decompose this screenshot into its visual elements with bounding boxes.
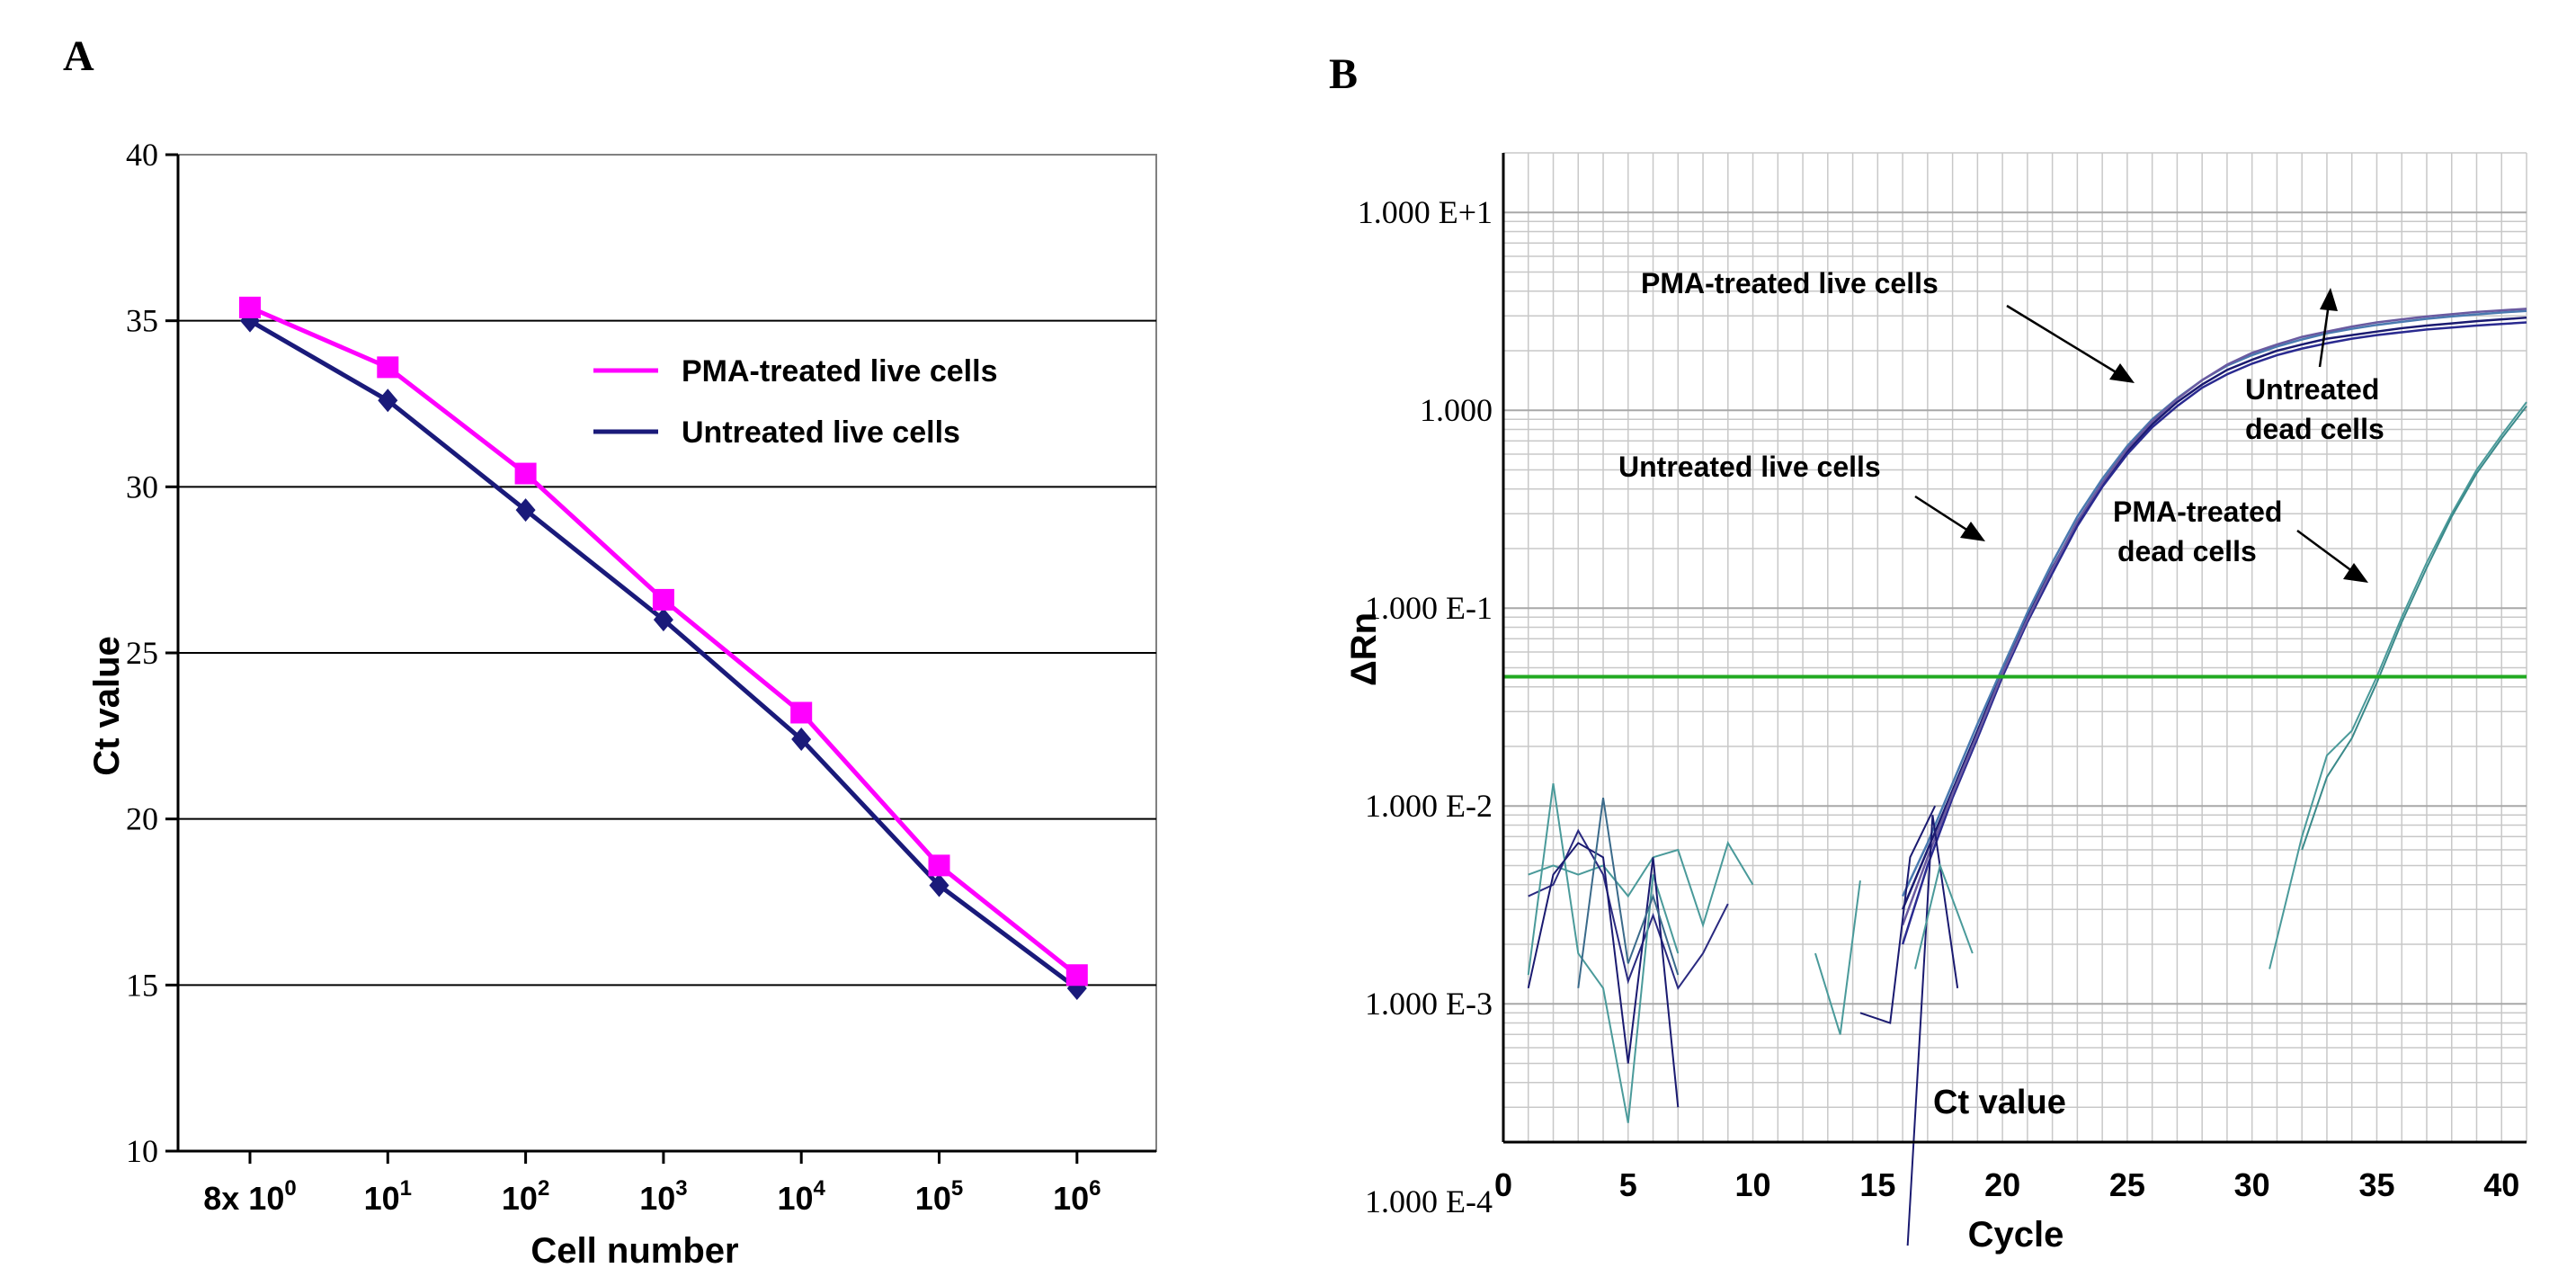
arrowhead-pma-live	[2109, 363, 2135, 383]
chart-a-point-untreated	[515, 498, 536, 522]
chart-b-curve-noise-3	[1527, 783, 1680, 1123]
chart-a-point-untreated	[929, 873, 949, 898]
chart-b-y-label: ΔRn	[1344, 612, 1384, 686]
chart-a-y-tick-label: 15	[126, 967, 158, 1003]
chart-a-y-label: Ct value	[87, 636, 127, 776]
chart-b-y-tick-label: 1.000 E-1	[1365, 590, 1493, 626]
arrow-pma-live	[2006, 304, 2123, 378]
chart-b-x-tick-label: 30	[2234, 1166, 2270, 1203]
chart-a-y-tick-label: 30	[126, 469, 158, 505]
legend-pma-label: PMA-treated live cells	[682, 354, 997, 388]
annotation-ct-value: Ct value	[1933, 1084, 2066, 1121]
chart-b-x-tick-label: 5	[1619, 1166, 1637, 1203]
chart-b-curve-noise-5	[1577, 797, 1680, 988]
chart-b-x-tick-label: 35	[2358, 1166, 2394, 1203]
chart-b-curve-noise-2	[1528, 828, 1729, 990]
chart-a-point-pma	[652, 588, 674, 611]
chart-a-series	[239, 296, 1088, 1001]
chart-a-point-pma	[1065, 964, 1088, 987]
chart-a-y-tick-label: 35	[126, 303, 158, 339]
chart-b: 1.000 E+1 1.000 1.000 E-1 1.000 E-2 1.000 E-…	[1344, 152, 2527, 1255]
chart-a-point-untreated	[791, 728, 812, 752]
chart-b-x-ticks: 0 5 10 15 20 25 30 35 40	[1494, 1166, 2519, 1203]
chart-a-y-ticks: 10 15 20 25 30 35 40	[126, 137, 178, 1169]
chart-a-y-tick-label: 40	[126, 137, 158, 173]
chart-a-point-pma	[377, 356, 399, 379]
chart-b-x-tick-label: 40	[2483, 1166, 2519, 1203]
chart-b-series	[1527, 308, 2527, 1246]
chart-b-curve-noise-7	[1859, 805, 1937, 1024]
chart-b-curve-noise-6	[1814, 880, 1861, 1035]
chart-b-curve-live-2	[1901, 321, 2527, 945]
arrow-untreated-dead	[2318, 303, 2331, 368]
chart-b-x-tick-label: 20	[1984, 1166, 2020, 1203]
chart-a-x-tick-label: 104	[777, 1176, 825, 1217]
chart-a-gridlines	[178, 319, 1156, 987]
chart-a-y-tick-label: 20	[126, 801, 158, 837]
panel-b-letter: B	[1329, 50, 1358, 98]
chart-b-curve-pma-dead-2	[2301, 405, 2527, 851]
legend-untreated-label: Untreated live cells	[682, 415, 960, 450]
chart-b-y-tick-label: 1.000 E-2	[1365, 788, 1493, 824]
annotation-untreated-dead-2: dead cells	[2245, 413, 2384, 445]
chart-b-x-tick-label: 15	[1859, 1166, 1895, 1203]
chart-a-x-tick-label: 101	[364, 1176, 412, 1217]
annotation-untreated-dead-1: Untreated	[2245, 373, 2379, 406]
chart-a-point-untreated	[653, 608, 673, 632]
chart-a-x-tick-label: 105	[915, 1176, 963, 1217]
chart-b-curve-noise-9	[1914, 862, 1974, 969]
chart-a-point-pma	[239, 296, 261, 318]
chart-b-curve-pma-dead-1	[2268, 401, 2527, 969]
panel-a-letter: A	[63, 32, 94, 80]
chart-b-annotations: PMA-treated live cells Untreated live ce…	[1618, 267, 2384, 1121]
chart-b-x-tick-label: 25	[2109, 1166, 2145, 1203]
annotation-pma-dead-2: dead cells	[2117, 535, 2257, 567]
arrowhead-pma-dead	[2343, 563, 2368, 583]
chart-b-curve-noise-8	[1906, 815, 1959, 1246]
chart-b-curve-live-4	[1901, 308, 2527, 926]
chart-a-legend: PMA-treated live cells Untreated live ce…	[593, 354, 997, 450]
chart-a-point-pma	[790, 701, 813, 724]
chart-a-x-tick-label: 102	[502, 1176, 549, 1217]
chart-a-x-tick-label: 103	[639, 1176, 687, 1217]
arrowhead-untreated-dead	[2320, 288, 2338, 311]
chart-b-x-tick-label: 0	[1494, 1166, 1512, 1203]
chart-a-y-tick-label: 25	[126, 635, 158, 671]
chart-b-y-tick-label: 1.000 E+1	[1358, 194, 1493, 230]
chart-a-y-tick-label: 10	[126, 1133, 158, 1169]
chart-a-x-tick-label: 8x 100	[203, 1176, 296, 1217]
annotation-untreated-live: Untreated live cells	[1618, 451, 1881, 483]
chart-a-point-pma	[928, 854, 950, 877]
chart-b-x-label: Cycle	[1968, 1215, 2064, 1255]
arrow-pma-dead	[2296, 529, 2357, 576]
chart-a-x-label: Cell number	[530, 1231, 738, 1271]
chart-a-x-ticks: 8x 100 101 102 103 104 105 106	[203, 1151, 1101, 1217]
chart-a-point-untreated	[378, 388, 398, 413]
arrow-untreated-live	[1914, 495, 1972, 534]
chart-a-point-pma	[514, 462, 537, 485]
arrowhead-untreated-live	[1960, 522, 1985, 541]
chart-b-y-tick-label: 1.000 E-4	[1365, 1183, 1493, 1219]
annotation-pma-dead-1: PMA-treated	[2113, 496, 2282, 528]
chart-b-y-tick-label: 1.000 E-3	[1365, 986, 1493, 1022]
chart-b-y-tick-label: 1.000	[1420, 392, 1493, 428]
chart-b-y-ticks: 1.000 E+1 1.000 1.000 E-1 1.000 E-2 1.000 E-…	[1358, 194, 1493, 1219]
chart-b-curve-noise-4	[1527, 842, 1680, 1108]
annotation-pma-live: PMA-treated live cells	[1641, 267, 1939, 299]
chart-a-x-tick-label: 106	[1053, 1176, 1101, 1217]
chart-b-x-tick-label: 10	[1735, 1166, 1771, 1203]
